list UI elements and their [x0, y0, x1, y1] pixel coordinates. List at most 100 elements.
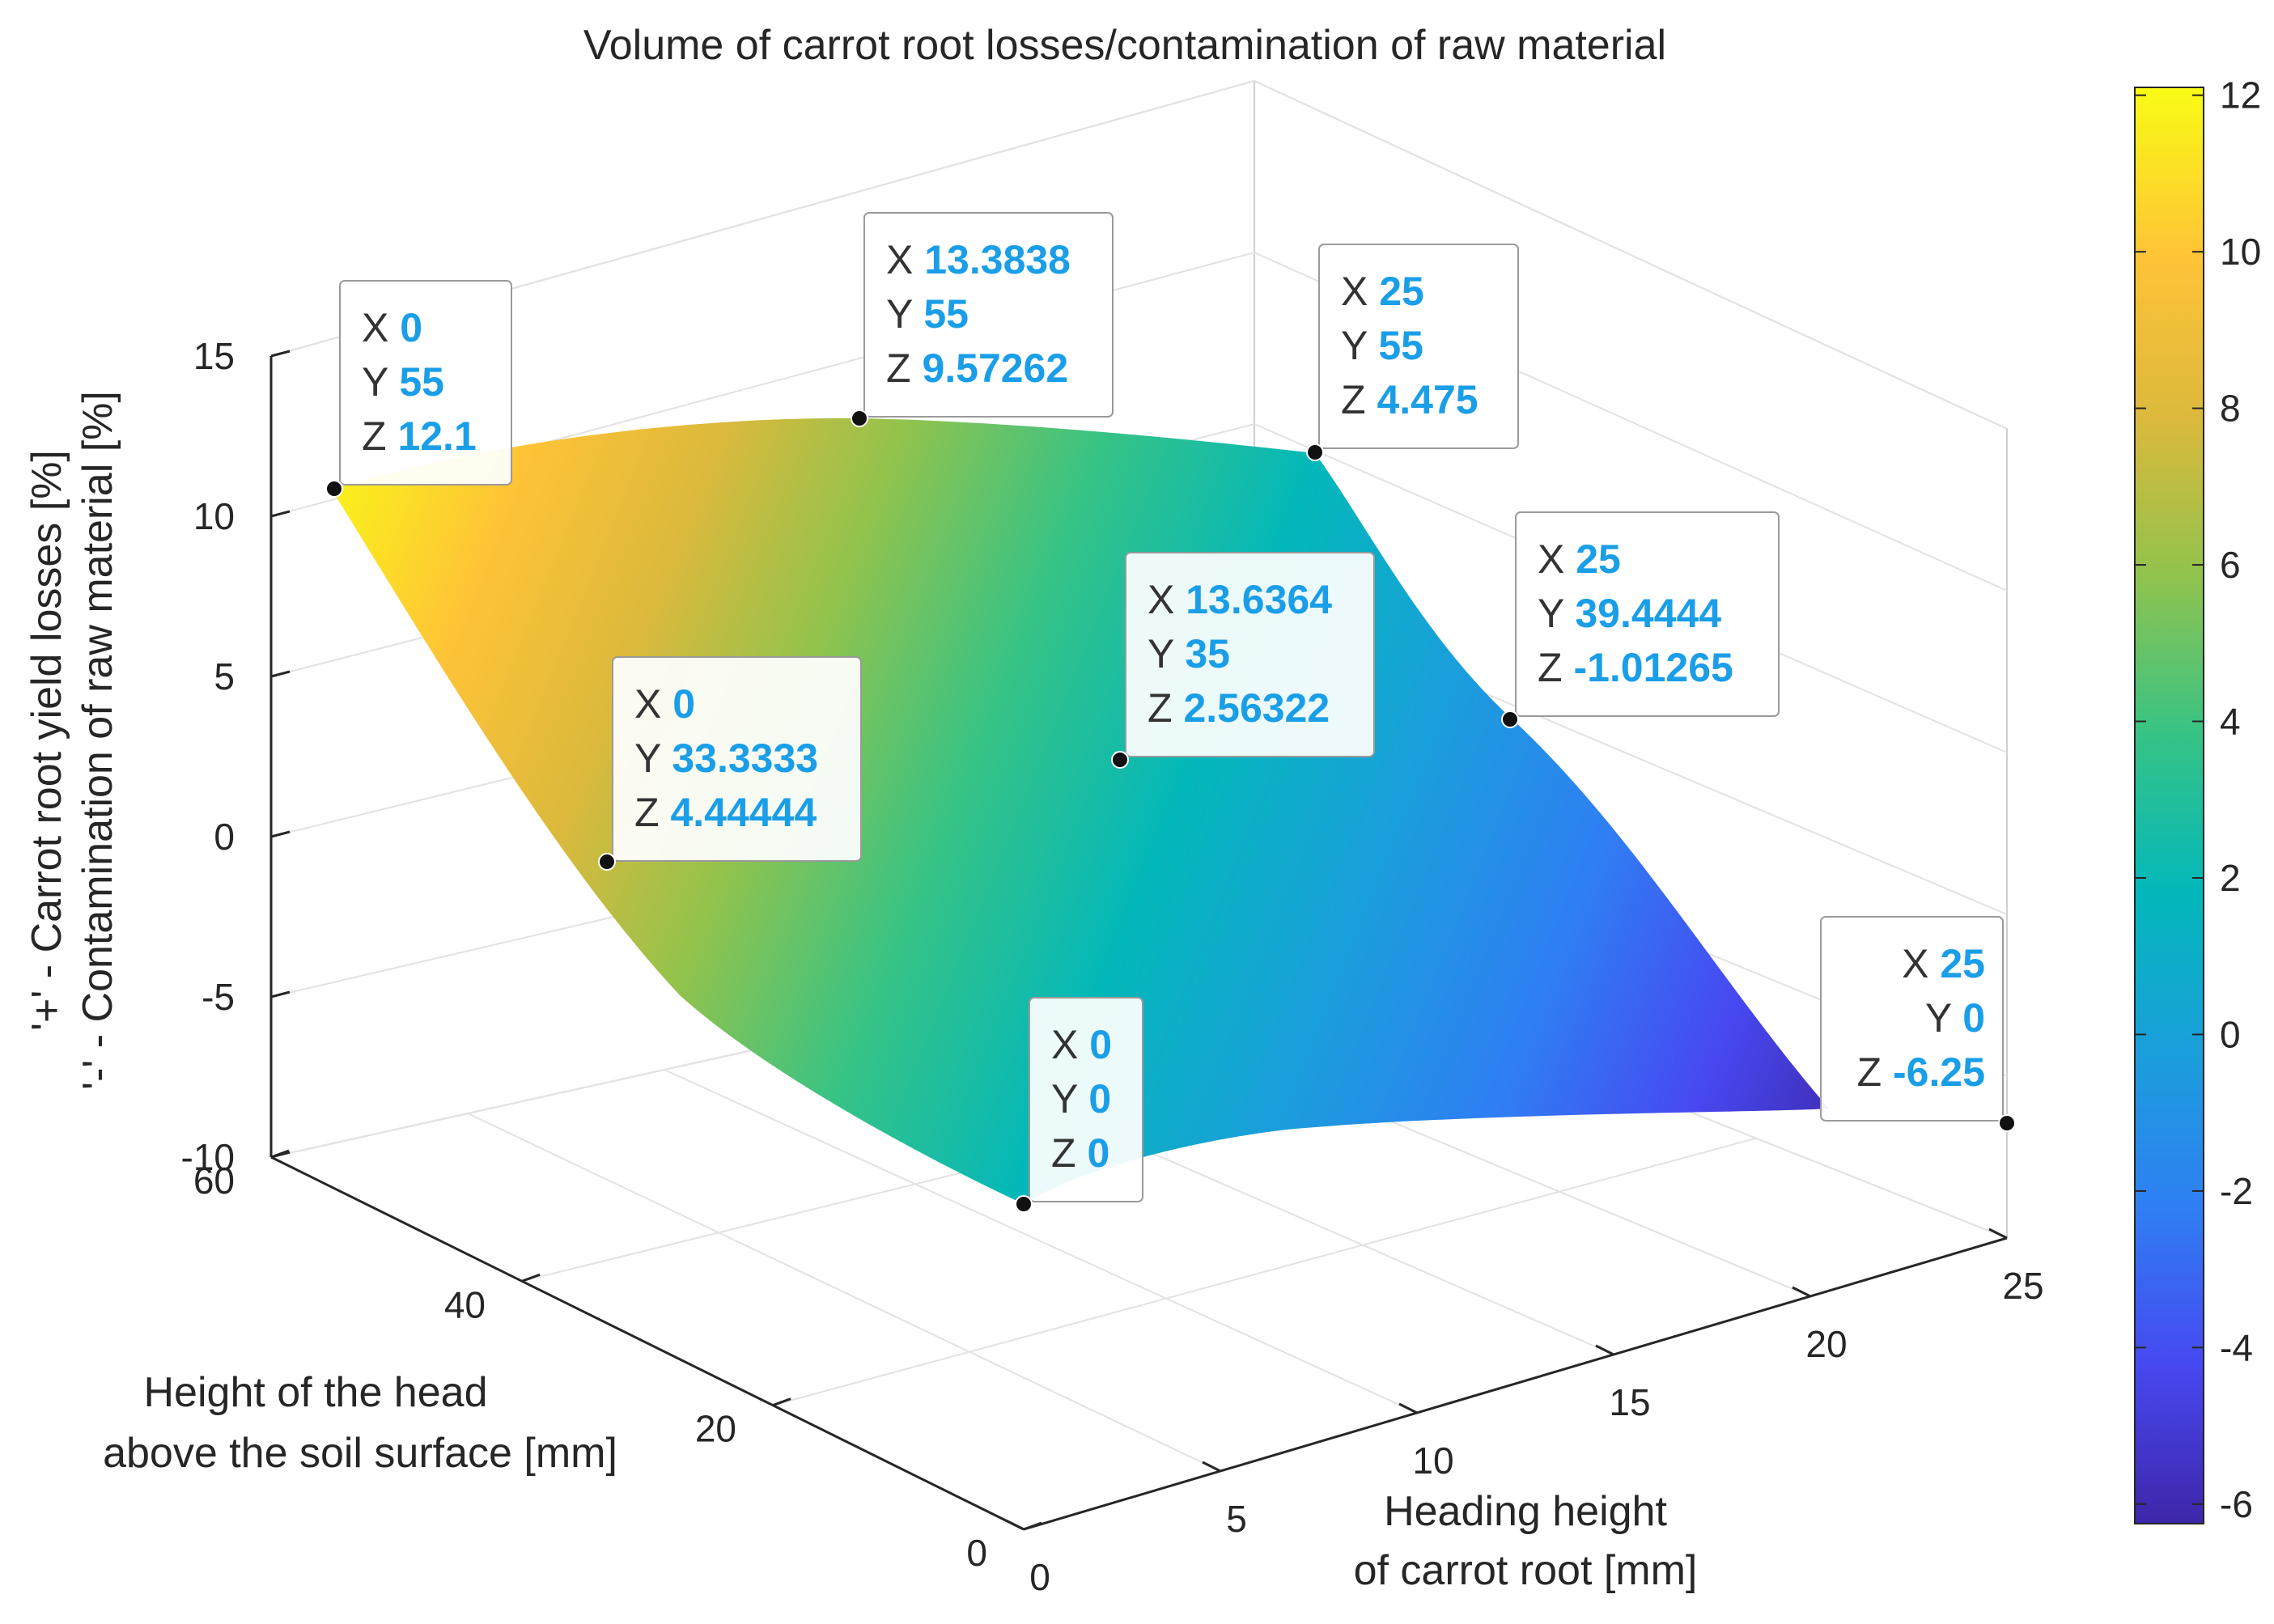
z-tick — [270, 830, 291, 838]
z-axis-label: '+' - Carrot root yield losses [%] '-' -… — [23, 391, 121, 1090]
surface-plot — [332, 418, 1829, 1204]
z-tick — [270, 670, 291, 678]
x-tick-label: 15 — [1609, 1381, 1650, 1423]
datatip-box — [1820, 916, 2004, 1122]
y-gridline — [772, 1137, 1757, 1406]
chart-title: Volume of carrot root losses/contaminati… — [583, 22, 1666, 69]
x-tick — [1595, 1344, 1614, 1356]
y-axis-label: Height of the head above the soil surfac… — [103, 1369, 617, 1477]
datatip-row: Z 9.57262 — [886, 346, 1068, 391]
datatip[interactable]: X 25 Y 55 Z 4.475 — [1306, 244, 1519, 461]
colorbar-tick-label: -6 — [2220, 1483, 2253, 1525]
datatip-marker[interactable] — [325, 480, 343, 498]
x-axis-label-line2: of carrot root [mm] — [1354, 1547, 1698, 1594]
x-axis-label-line1: Heading height — [1384, 1488, 1667, 1535]
datatip-box — [1029, 997, 1143, 1202]
datatip[interactable]: X 0 Y 33.3333 Z 4.44444 — [598, 656, 862, 871]
x-tick — [1202, 1461, 1221, 1473]
colorbar-tick-label: 10 — [2220, 231, 2261, 273]
y-tick-label: 40 — [444, 1283, 486, 1325]
z-tick — [270, 990, 291, 999]
y-tick — [1023, 1521, 1042, 1531]
datatip-marker[interactable] — [598, 853, 616, 871]
datatip-row: Z 12.1 — [362, 413, 477, 459]
datatip-row: Y 55 — [362, 359, 444, 405]
colorbar-tick-label: 0 — [2220, 1013, 2241, 1055]
x-gridline — [664, 1069, 1418, 1414]
z-axis-label-line2: '-' - Contamination of raw material [%] — [74, 391, 121, 1090]
x-tick-label: 5 — [1226, 1498, 1247, 1540]
colorbar-tick-label: 4 — [2220, 701, 2241, 743]
datatip[interactable]: X 13.6364 Y 35 Z 2.56322 — [1111, 552, 1375, 769]
z-axis-label-line1: '+' - Carrot root yield losses [%] — [23, 450, 70, 1031]
z-tick-label: 15 — [193, 335, 235, 377]
datatip-row: X 13.6364 — [1148, 577, 1332, 622]
tick-labels: 0 5 10 15 20 25 0 20 40 60 15 10 5 0 -5 -10 — [181, 335, 2044, 1598]
z-tick-label: -5 — [202, 976, 235, 1018]
x-axis-line — [1023, 1236, 2008, 1531]
datatip-marker[interactable] — [1501, 710, 1519, 728]
datatip-marker[interactable] — [1015, 1195, 1033, 1213]
x-tick — [1398, 1402, 1418, 1414]
datatip[interactable]: X 13.3838 Y 55 Z 9.57262 — [851, 212, 1114, 427]
colorbar-strip — [2134, 87, 2204, 1524]
axis-lines — [269, 356, 2008, 1531]
x-gridline — [467, 1113, 1221, 1472]
datatip[interactable]: X 25 Y 0 Z -6.25 — [1820, 916, 2016, 1132]
datatip-row: Y 39.4444 — [1538, 591, 1721, 636]
y-axis-label-line2: above the soil surface [mm] — [103, 1430, 617, 1477]
datatip-row: Z 4.475 — [1341, 377, 1479, 422]
z-tick — [270, 350, 291, 358]
datatip-row: Z 4.44444 — [634, 790, 817, 835]
datatip-marker[interactable] — [1998, 1114, 2016, 1132]
datatip-box — [1318, 244, 1519, 449]
x-tick-label: 20 — [1805, 1323, 1847, 1365]
datatip-row: X 0 — [1051, 1022, 1112, 1067]
datatip-box — [612, 656, 862, 862]
datatip-marker[interactable] — [851, 409, 868, 427]
z-gridline — [270, 79, 2008, 430]
datatip-row: X 0 — [362, 305, 422, 350]
datatip-row: X 25 — [1341, 269, 1424, 314]
datatip-row: Y 55 — [1341, 323, 1423, 368]
x-tick — [1005, 1519, 1025, 1531]
z-tick-label: 0 — [214, 816, 235, 858]
datatip-row: X 25 — [1902, 941, 1985, 986]
z-tick-label: 5 — [214, 655, 235, 698]
datatip-box — [863, 212, 1114, 418]
colorbar-tick-label: 6 — [2220, 544, 2241, 586]
colorbar: 12 10 8 6 4 2 0 -2 -4 -6 — [2134, 74, 2261, 1525]
datatip-row: Z -1.01265 — [1538, 645, 1733, 690]
datatip[interactable]: X 0 Y 0 Z 0 — [1015, 997, 1143, 1213]
x-tick-label: 10 — [1412, 1440, 1453, 1482]
datatip-marker[interactable] — [1111, 751, 1129, 769]
datatip-box — [1515, 511, 1780, 717]
datatip-row: Z 2.56322 — [1148, 685, 1330, 731]
x-axis-label: Heading height of carrot root [mm] — [1354, 1488, 1698, 1594]
colorbar-tick-label: -4 — [2220, 1326, 2253, 1368]
datatip-row: Y 35 — [1148, 631, 1230, 676]
colorbar-tick-label: 12 — [2220, 74, 2261, 117]
datatip-row: X 0 — [634, 681, 695, 727]
y-tick — [521, 1273, 541, 1283]
y-tick-label: 20 — [695, 1408, 736, 1450]
y-axis-label-line1: Height of the head — [144, 1369, 488, 1416]
x-tick-label: 0 — [1029, 1556, 1050, 1598]
datatip-row: X 13.3838 — [886, 237, 1071, 282]
datatip-box — [1125, 552, 1375, 757]
colorbar-tick-label: 2 — [2220, 857, 2241, 899]
z-gridline — [270, 251, 2008, 592]
datatip-row: Y 33.3333 — [634, 736, 818, 781]
x-tick-label: 25 — [2002, 1265, 2043, 1307]
datatip-row: Z -6.25 — [1857, 1049, 1985, 1095]
datatip[interactable]: X 25 Y 39.4444 Z -1.01265 — [1501, 511, 1780, 728]
y-tick-label: 0 — [966, 1532, 987, 1574]
ticks — [270, 350, 2008, 1531]
datatips: X 0 Y 55 Z 12.1 X 13.3838 Y 55 Z 9.57262 X 25 Y… — [325, 212, 2016, 1213]
datatip-marker[interactable] — [1306, 443, 1324, 461]
datatip-row: X 25 — [1538, 536, 1621, 582]
datatip[interactable]: X 0 Y 55 Z 12.1 — [325, 280, 512, 498]
colorbar-ticks: 12 10 8 6 4 2 0 -2 -4 -6 — [2135, 74, 2261, 1525]
y-tick — [772, 1397, 791, 1407]
